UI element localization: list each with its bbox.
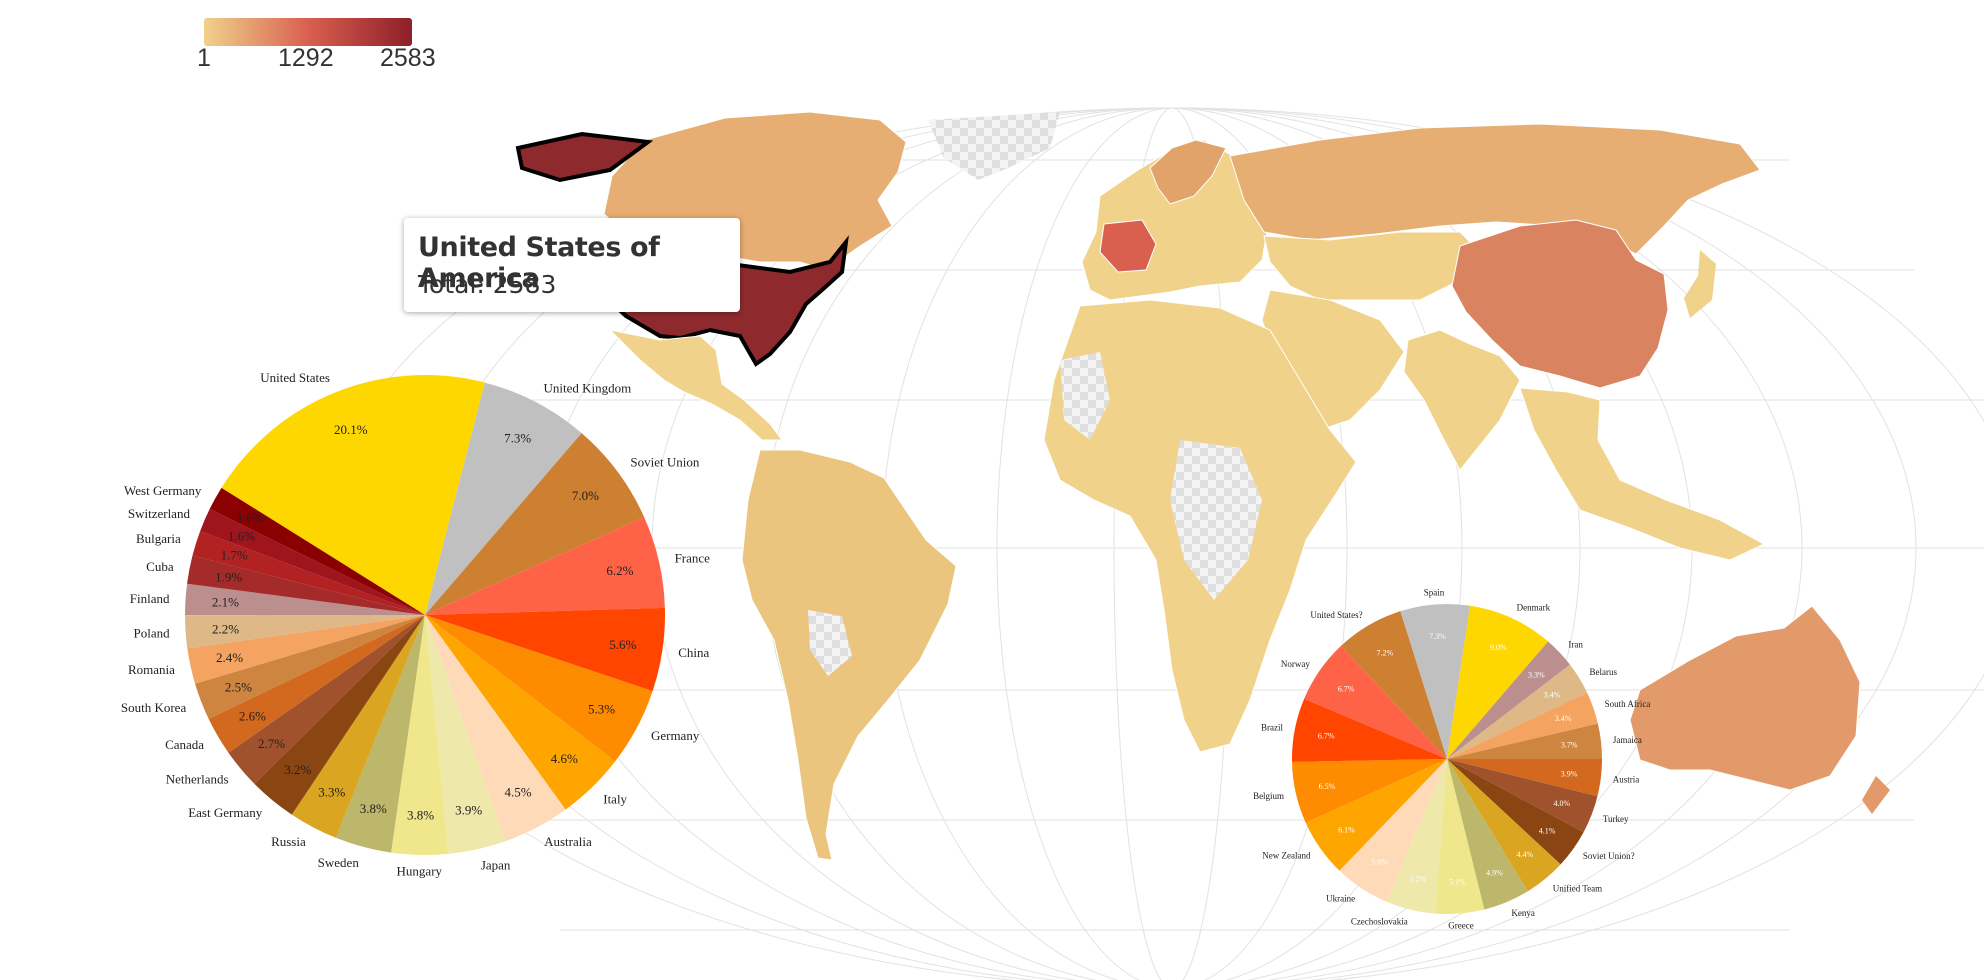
pie-slice-italy[interactable] [425,615,616,810]
pie-slice-china[interactable] [425,607,665,692]
pie-percent-label: 4.5% [505,785,532,800]
pie-slice-russia[interactable] [291,615,425,838]
pie-slice-bulgaria[interactable] [192,531,425,615]
pie-percent-label: 2.1% [212,595,239,610]
pie-slice-canada[interactable] [208,615,425,753]
pie-percent-label: 2.5% [225,680,252,695]
map-china[interactable] [1451,219,1669,389]
pie-percent-label: 2.7% [258,736,285,751]
tooltip-country-name: United States of America [418,232,660,294]
pie-slice-united-states[interactable] [221,374,485,615]
pie-percent-label: 20.1% [334,422,368,437]
pie-percent-label: 3.8% [360,801,387,816]
pie-percent-label: 3.8% [407,808,434,823]
map-southeast-asia[interactable] [1519,387,1766,561]
pie-slice-australia[interactable] [425,615,566,842]
pie-category-label: Russia [271,834,306,849]
map-japan[interactable] [1684,250,1716,318]
pie-category-label: United States [260,370,330,385]
pie-category-label: Sweden [318,855,360,870]
pie-category-label: United Kingdom [544,381,632,396]
pie-slice-france[interactable] [425,517,665,615]
pie-slice-japan[interactable] [425,615,506,854]
pie-percent-label: 6.2% [606,563,633,578]
pie-category-label: Poland [134,626,171,641]
pie-percent-label: 7.0% [572,488,599,503]
pie-category-label: Hungary [397,863,443,878]
pie-category-label: Finland [130,591,170,606]
tooltip-total: Total: 2583 [418,270,557,299]
pie-category-label: Soviet Union [630,455,699,470]
pie-category-label: Netherlands [166,772,229,787]
pie-slice-west-germany[interactable] [209,487,425,615]
pie-category-label: Switzerland [128,506,191,521]
pie-percent-label: 1.7% [221,548,248,563]
pie-category-label: China [678,645,709,660]
pie-category-label: Canada [165,737,204,752]
pie-category-label: France [675,551,711,566]
pie-percent-label: 2.2% [212,622,239,637]
pie-slice-netherlands[interactable] [228,615,425,784]
pie-slice-poland[interactable] [185,615,425,649]
pie-percent-label: 1.9% [215,570,242,585]
map-australia[interactable] [1629,605,1861,791]
pie-percent-label: 4.6% [551,751,578,766]
pie-slice-finland[interactable] [185,583,425,616]
pie-slice-united-kingdom[interactable] [425,382,582,615]
country-tooltip: United States of America Total: 2583 [404,218,740,312]
pie-percent-label: 1.6% [228,528,255,543]
legend-max-label: 2583 [380,44,436,72]
map-new-zealand[interactable] [1862,776,1890,814]
map-greenland [928,112,1060,180]
pie-percent-label: 3.2% [284,762,311,777]
pie-percent-label: 3.3% [318,785,345,800]
pie-slice-east-germany[interactable] [254,615,425,815]
map-south-asia[interactable] [1403,329,1521,471]
pie-category-label: Australia [544,834,592,849]
pie-percent-label: 5.6% [609,637,636,652]
pie-percent-label: 2.4% [216,650,243,665]
legend-mid-label: 1292 [278,44,334,72]
pie-category-label: Cuba [146,559,174,574]
map-sahara-nodata [1060,352,1110,440]
map-scandinavia[interactable] [1149,139,1227,205]
map-france[interactable] [1099,219,1157,273]
pie-category-label: West Germany [124,483,202,498]
pie-percent-label: 3.9% [455,803,482,818]
pie-slice-switzerland[interactable] [200,508,425,615]
map-africa-nodata [1170,440,1262,600]
pie-category-label: Germany [651,728,700,743]
pie-category-label: Italy [603,791,627,806]
pie-category-label: Romania [128,662,175,677]
pie-category-label: Japan [481,857,511,872]
pie-slice-germany[interactable] [425,615,653,762]
map-alaska[interactable] [515,131,654,183]
pie-slice-hungary[interactable] [391,615,449,855]
pie-percent-label: 5.3% [588,702,615,717]
pie-slice-sweden[interactable] [335,615,425,853]
pie-percent-label: 1.6% [237,510,264,525]
color-scale-legend [204,18,412,46]
pie-category-label: Bulgaria [136,531,181,546]
pie-category-label: South Korea [121,700,187,715]
pie-percent-label: 2.6% [239,709,266,724]
pie-slice-soviet-union[interactable] [425,433,645,615]
legend-min-label: 1 [197,44,211,72]
pie-slice-romania[interactable] [187,615,425,684]
map-central-asia[interactable] [1263,231,1481,301]
pie-percent-label: 7.3% [504,430,531,445]
pie-slice-south-korea[interactable] [195,615,425,719]
pie-category-label: East Germany [188,805,263,820]
pie-slice-cuba[interactable] [187,555,425,615]
map-mexico[interactable] [608,329,783,441]
map-south-america-nodata [808,610,852,676]
